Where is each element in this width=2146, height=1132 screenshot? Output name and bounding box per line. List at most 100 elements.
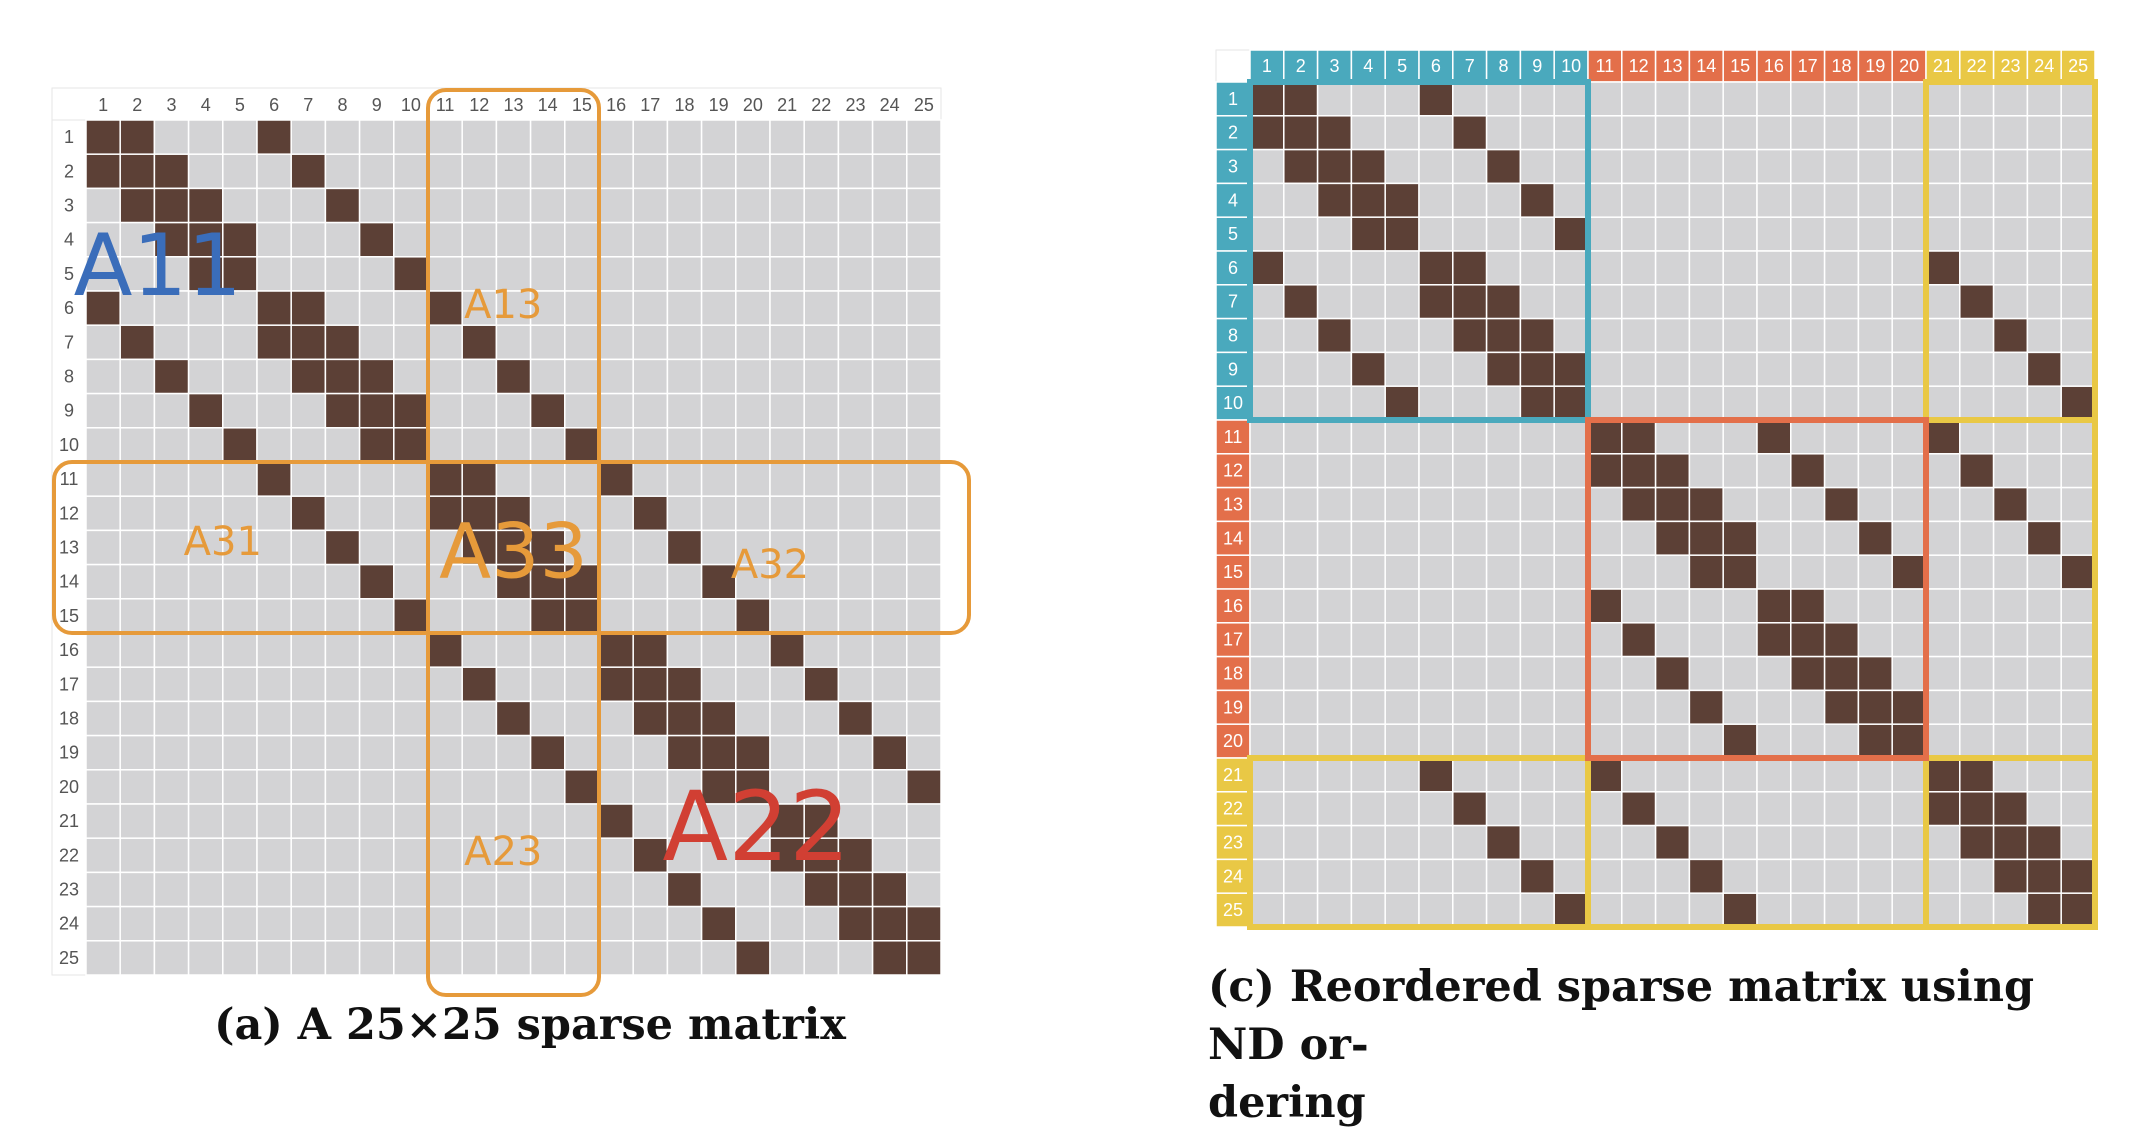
nonzero-cell: [529, 392, 566, 429]
empty-cell: [1587, 554, 1623, 590]
col-header-cell: [1553, 49, 1589, 83]
empty-cell: [1418, 723, 1454, 759]
col-label: 16: [606, 95, 626, 115]
empty-cell: [2026, 655, 2062, 692]
empty-cell: [1891, 182, 1927, 218]
empty-cell: [1519, 689, 1555, 725]
nonzero-cell: [256, 461, 292, 497]
empty-cell: [1249, 622, 1285, 658]
empty-cell: [1587, 385, 1623, 421]
empty-cell: [1553, 148, 1589, 185]
empty-cell: [1249, 182, 1285, 218]
empty-cell: [1823, 723, 1860, 759]
empty-cell: [1722, 81, 1758, 117]
col-label: 8: [1498, 56, 1508, 76]
empty-cell: [119, 769, 156, 805]
empty-cell: [1350, 892, 1386, 928]
empty-cell: [1452, 757, 1488, 793]
nonzero-cell: [1925, 791, 1961, 827]
empty-cell: [324, 221, 361, 258]
empty-cell: [427, 803, 463, 839]
empty-cell: [290, 187, 327, 224]
nonzero-cell: [1249, 81, 1285, 117]
empty-cell: [461, 700, 498, 737]
empty-cell: [1384, 284, 1420, 320]
empty-cell: [1553, 588, 1589, 624]
nonzero-cell: [1823, 655, 1860, 692]
empty-cell: [1654, 81, 1691, 117]
empty-cell: [495, 666, 532, 703]
empty-cell: [1722, 858, 1758, 894]
empty-cell: [1925, 216, 1961, 252]
empty-cell: [1587, 182, 1623, 218]
empty-cell: [2026, 554, 2062, 590]
row-label: 25: [1223, 900, 1243, 920]
empty-cell: [906, 666, 942, 703]
col-label: 2: [132, 95, 142, 115]
row-header-cell: [1215, 284, 1251, 320]
row-label: 6: [64, 298, 74, 318]
empty-cell: [1891, 250, 1927, 286]
empty-cell: [153, 769, 190, 805]
empty-cell: [871, 256, 908, 292]
empty-cell: [1992, 655, 2029, 692]
empty-cell: [1891, 317, 1927, 354]
empty-cell: [461, 187, 498, 224]
empty-cell: [85, 700, 121, 737]
nonzero-cell: [632, 837, 669, 874]
nonzero-cell: [1553, 216, 1589, 252]
empty-cell: [837, 392, 874, 429]
empty-cell: [153, 837, 190, 874]
empty-cell: [1384, 892, 1420, 928]
empty-cell: [1688, 622, 1724, 658]
empty-cell: [222, 461, 258, 497]
empty-cell: [1823, 81, 1860, 117]
empty-cell: [1249, 554, 1285, 590]
empty-cell: [1587, 824, 1623, 861]
empty-cell: [769, 940, 805, 976]
col-label: 1: [1262, 56, 1272, 76]
empty-cell: [1316, 622, 1353, 658]
empty-cell: [1452, 588, 1488, 624]
empty-cell: [1992, 216, 2029, 252]
empty-cell: [119, 940, 156, 976]
empty-cell: [1823, 148, 1860, 185]
empty-cell: [358, 598, 395, 634]
empty-cell: [1992, 689, 2029, 725]
col-label: 22: [1967, 56, 1987, 76]
empty-cell: [735, 632, 771, 668]
nonzero-cell: [1959, 757, 1995, 793]
empty-cell: [1519, 419, 1555, 455]
empty-cell: [1519, 81, 1555, 117]
nonzero-cell: [119, 187, 156, 224]
empty-cell: [803, 187, 840, 224]
empty-cell: [1249, 892, 1285, 928]
empty-cell: [1654, 858, 1691, 894]
row-label: 12: [59, 503, 79, 523]
empty-cell: [1384, 622, 1420, 658]
nonzero-cell: [1992, 858, 2029, 894]
empty-cell: [1587, 284, 1623, 320]
empty-cell: [529, 187, 566, 224]
empty-cell: [1790, 723, 1826, 759]
row-label: 13: [1223, 495, 1243, 515]
nonzero-cell: [1857, 723, 1893, 759]
empty-cell: [2060, 284, 2096, 320]
empty-cell: [1452, 351, 1488, 387]
empty-cell: [1959, 689, 1995, 725]
empty-cell: [2060, 216, 2096, 252]
empty-cell: [1384, 588, 1420, 624]
empty-cell: [222, 803, 258, 839]
nonzero-cell: [1452, 317, 1488, 354]
empty-cell: [1823, 554, 1860, 590]
label-a22: A22: [662, 771, 850, 883]
empty-cell: [393, 803, 429, 839]
empty-cell: [358, 666, 395, 703]
empty-cell: [1925, 284, 1961, 320]
empty-cell: [1519, 453, 1555, 489]
empty-cell: [1790, 791, 1826, 827]
empty-cell: [1654, 284, 1691, 320]
empty-cell: [1519, 791, 1555, 827]
empty-cell: [1418, 655, 1454, 692]
empty-cell: [1485, 588, 1522, 624]
